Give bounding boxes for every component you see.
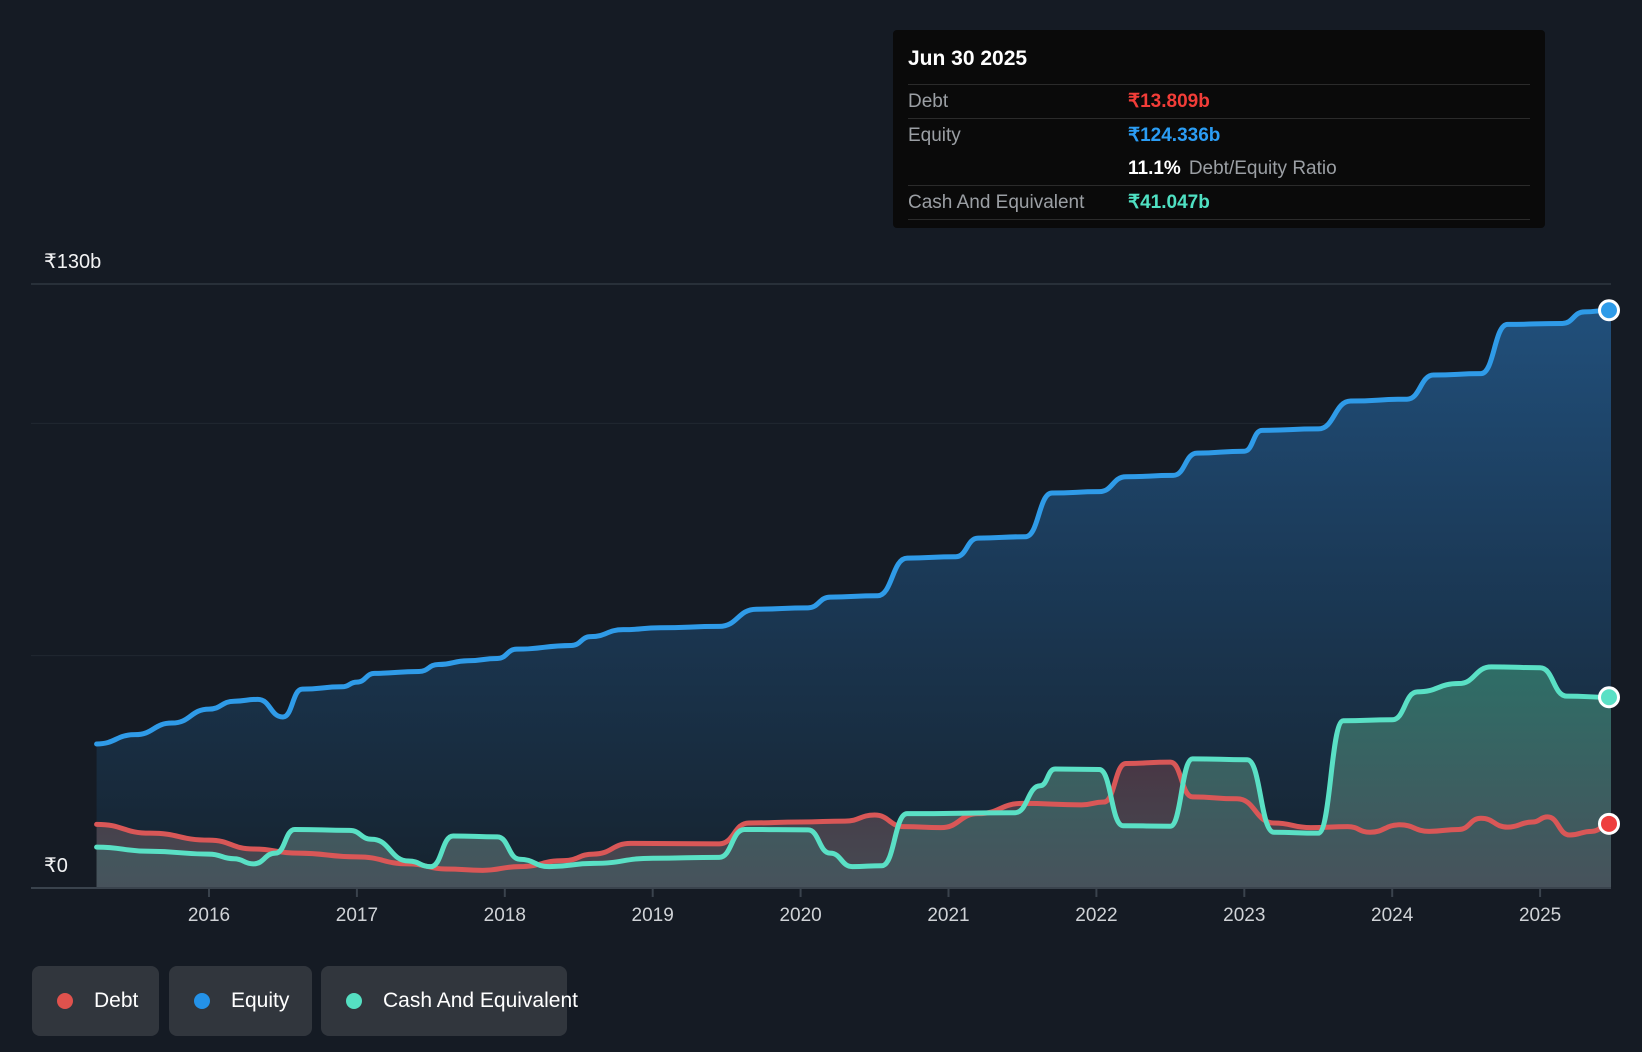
equity-end-marker[interactable] [1598,299,1620,322]
legend-item-debt[interactable]: Debt [32,966,159,1036]
x-label-2016: 2016 [188,905,230,926]
debt-end-marker[interactable] [1598,812,1620,835]
x-label-2018: 2018 [484,905,526,926]
tooltip-row-ratio: 11.1% Debt/Equity Ratio [893,152,1545,185]
tooltip-debt-label: Debt [908,90,949,112]
debt-dot-icon [57,993,73,1009]
debt-equity-ratio-label: Debt/Equity Ratio [1188,157,1337,179]
legend-label-equity: Equity [231,989,290,1012]
tooltip-row-cash: Cash And Equivalent ₹41.047b [893,186,1545,219]
cash-dot-icon [346,993,362,1009]
x-label-2017: 2017 [336,905,378,926]
tooltip-equity-label: Equity [908,124,961,146]
legend-item-equity[interactable]: Equity [169,966,312,1036]
tooltip-row-debt: Debt ₹13.809b [893,85,1545,118]
tooltip-divider [908,118,1530,119]
x-label-2019: 2019 [632,905,674,926]
y-label-130b: ₹130b [44,251,101,273]
tooltip-divider [908,219,1530,220]
x-label-2024: 2024 [1371,905,1414,926]
x-label-2025: 2025 [1519,905,1561,926]
tooltip-ratio-value: 11.1% Debt/Equity Ratio [1128,158,1337,180]
x-label-2021: 2021 [927,905,969,926]
x-label-2023: 2023 [1223,905,1265,926]
equity-dot-icon [194,993,210,1009]
cash-and-equivalent-end-marker[interactable] [1598,686,1620,709]
debt-equity-ratio-number: 11.1% [1128,157,1181,179]
tooltip-divider [908,84,1530,85]
tooltip: Jun 30 2025 Debt ₹13.809b Equity ₹124.33… [893,30,1545,228]
y-label-0b: ₹0 [44,855,68,877]
tooltip-cash-value: ₹41.047b [1128,192,1210,213]
tooltip-debt-value: ₹13.809b [1128,91,1210,112]
tooltip-date: Jun 30 2025 [908,47,1028,70]
cash-and-equivalent-line [94,664,1614,870]
tooltip-divider [908,185,1530,186]
tooltip-cash-label: Cash And Equivalent [908,191,1085,213]
legend-item-cash[interactable]: Cash And Equivalent [321,966,578,1036]
tooltip-row-equity: Equity ₹124.336b [893,119,1545,152]
equity-line [94,307,1614,747]
tooltip-equity-value: ₹124.336b [1128,125,1221,146]
legend-label-debt: Debt [94,989,139,1012]
x-label-2020: 2020 [779,905,821,926]
equity-area [96,310,1612,888]
cash-and-equivalent-area [96,666,1612,888]
legend-label-cash: Cash And Equivalent [383,989,578,1012]
x-label-2022: 2022 [1075,905,1117,926]
